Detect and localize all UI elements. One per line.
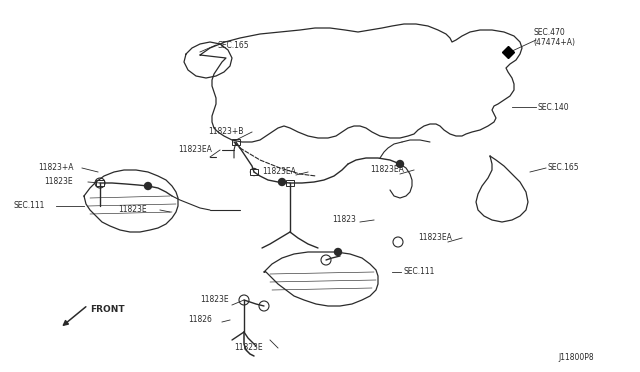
Text: 11823EA: 11823EA	[418, 234, 452, 243]
Circle shape	[335, 248, 342, 256]
Circle shape	[278, 179, 285, 186]
Bar	[250, 169, 258, 175]
Bar	[286, 180, 294, 186]
Text: SEC.111: SEC.111	[14, 202, 45, 211]
Bar	[96, 180, 104, 186]
Text: SEC.470
(47474+A): SEC.470 (47474+A)	[533, 28, 575, 47]
Text: 11823E: 11823E	[44, 177, 72, 186]
Text: 11823E: 11823E	[200, 295, 228, 305]
Circle shape	[250, 169, 257, 176]
Text: SEC.165: SEC.165	[218, 41, 250, 49]
Text: 11823E: 11823E	[118, 205, 147, 215]
Text: 11823: 11823	[332, 215, 356, 224]
Text: 11823E: 11823E	[234, 343, 262, 353]
Text: J11800P8: J11800P8	[558, 353, 594, 362]
Text: 11823EA: 11823EA	[178, 145, 212, 154]
Bar	[232, 139, 240, 145]
Circle shape	[145, 183, 152, 189]
Text: 11823EA: 11823EA	[370, 166, 404, 174]
Text: SEC.140: SEC.140	[538, 103, 570, 112]
Text: 11823+A: 11823+A	[38, 164, 74, 173]
Text: 11823+B: 11823+B	[208, 128, 243, 137]
Text: SEC.165: SEC.165	[548, 164, 580, 173]
Circle shape	[397, 160, 403, 167]
Text: SEC.111: SEC.111	[403, 267, 435, 276]
Text: 11823EA: 11823EA	[262, 167, 296, 176]
Text: 11826: 11826	[188, 315, 212, 324]
Text: FRONT: FRONT	[90, 305, 125, 314]
